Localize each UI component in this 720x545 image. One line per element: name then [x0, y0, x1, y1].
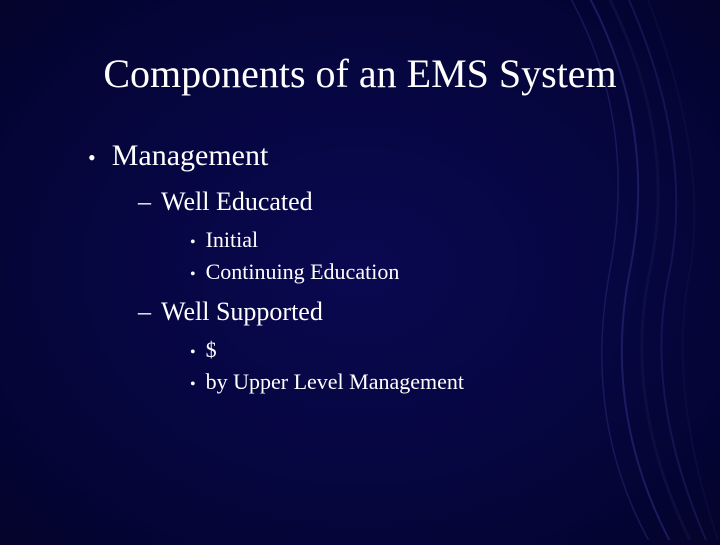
bullet-marker-l3: •: [190, 234, 196, 252]
bullet-level2: – Well Supported: [138, 297, 660, 327]
bullet-text-sub2-item0: $: [206, 337, 217, 363]
bullet-text-sub1-item1: Continuing Education: [206, 259, 400, 285]
section-supported: – Well Supported • $ • by Upper Level Ma…: [60, 297, 660, 395]
bullet-level3: • by Upper Level Management: [190, 369, 660, 395]
bullet-marker-l2: –: [138, 297, 151, 327]
section-educated: – Well Educated • Initial • Continuing E…: [60, 187, 660, 285]
bullet-marker-l3: •: [190, 376, 196, 394]
bullet-level3: • $: [190, 337, 660, 363]
bullet-level1: • Management: [88, 139, 660, 173]
bullet-marker-l3: •: [190, 344, 196, 362]
slide-title: Components of an EMS System: [60, 50, 660, 97]
bullet-marker-l1: •: [88, 145, 96, 171]
slide-body: Components of an EMS System • Management…: [0, 0, 720, 447]
bullet-level3: • Continuing Education: [190, 259, 660, 285]
bullet-marker-l2: –: [138, 187, 151, 217]
bullet-level2: – Well Educated: [138, 187, 660, 217]
bullet-marker-l3: •: [190, 266, 196, 284]
bullet-text-topic: Management: [112, 139, 269, 173]
bullet-text-sub1-item0: Initial: [206, 227, 259, 253]
bullet-text-sub1: Well Educated: [161, 187, 313, 217]
bullet-level3: • Initial: [190, 227, 660, 253]
bullet-text-sub2-item1: by Upper Level Management: [206, 369, 464, 395]
bullet-text-sub2: Well Supported: [161, 297, 323, 327]
